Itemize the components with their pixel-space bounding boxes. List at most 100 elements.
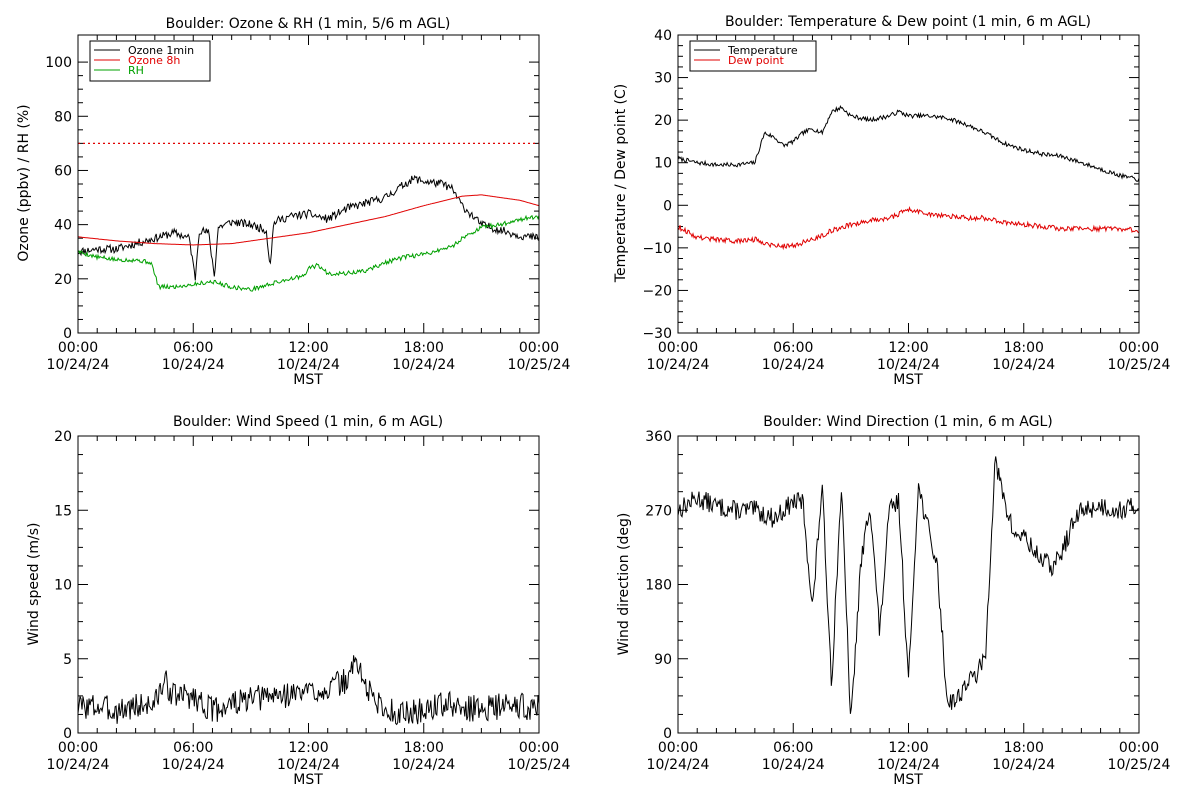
- ozone-ytick-label: 40: [54, 218, 72, 234]
- ozone-xtick-time: 18:00: [404, 340, 444, 356]
- ozone-xtick-date: 10/25/24: [508, 357, 571, 373]
- wspd-xtick-time: 18:00: [404, 740, 444, 756]
- temp-series-0: [678, 105, 1139, 182]
- ozone-ytick-label: 80: [54, 109, 72, 125]
- temp-xtick-time: 00:00: [658, 340, 698, 356]
- wspd-x-axis-label: MST: [293, 772, 323, 788]
- wdir-xtick-time: 00:00: [658, 740, 698, 756]
- wspd-ytick-label: 20: [54, 429, 72, 445]
- wspd-xtick-time: 12:00: [288, 740, 328, 756]
- temp-ytick-label: 30: [654, 71, 672, 87]
- ozone-xtick-date: 10/24/24: [162, 357, 225, 373]
- wdir-ytick-label: 360: [645, 429, 672, 445]
- wspd-series-0: [78, 655, 539, 726]
- ozone-legend-label: Ozone 1min: [128, 44, 194, 57]
- temp-legend-label: Dew point: [728, 54, 784, 67]
- ozone-plot-frame: [77, 34, 540, 334]
- wspd-xtick-date: 10/25/24: [508, 757, 571, 773]
- temp-xtick-date: 10/24/24: [992, 357, 1055, 373]
- wspd-xtick-time: 00:00: [58, 740, 98, 756]
- temp-plot-frame: [677, 34, 1140, 334]
- ozone-y-axis-label: Ozone (ppbv) / RH (%): [16, 104, 32, 261]
- temp-legend-box: [689, 40, 817, 72]
- wind-speed-panel: Boulder: Wind Speed (1 min, 6 m AGL) Win…: [26, 414, 571, 788]
- ozone-xtick-time: 06:00: [173, 340, 213, 356]
- ozone-ytick-label: 60: [54, 163, 72, 179]
- ozone-xtick-date: 10/24/24: [277, 357, 340, 373]
- wdir-ytick-label: 180: [645, 578, 672, 594]
- temp-x-axis-label: MST: [893, 372, 923, 388]
- ozone-chart-title: Boulder: Ozone & RH (1 min, 5/6 m AGL): [166, 16, 451, 32]
- wspd-chart-title: Boulder: Wind Speed (1 min, 6 m AGL): [173, 414, 443, 430]
- temp-y-axis-label: Temperature / Dew point (C): [613, 84, 629, 283]
- wdir-xtick-date: 10/24/24: [647, 757, 710, 773]
- temp-ytick-label: 40: [654, 28, 672, 44]
- ozone-xtick-time: 12:00: [288, 340, 328, 356]
- wspd-xtick-time: 00:00: [519, 740, 559, 756]
- temp-ytick-label: 10: [654, 156, 672, 172]
- wdir-xtick-date: 10/24/24: [992, 757, 1055, 773]
- ozone-ytick-label: 20: [54, 272, 72, 288]
- temp-legend-label: Temperature: [727, 44, 798, 57]
- ozone-legend-label: RH: [128, 64, 144, 77]
- wspd-ytick-label: 15: [54, 503, 72, 519]
- ozone-legend-box: [89, 40, 211, 82]
- ozone-series-0: [78, 174, 539, 281]
- ozone-xtick-date: 10/24/24: [47, 357, 110, 373]
- temp-chart-title: Boulder: Temperature & Dew point (1 min,…: [725, 14, 1091, 30]
- ozone-x-axis-label: MST: [293, 372, 323, 388]
- wdir-ytick-label: 270: [645, 503, 672, 519]
- temp-series-1: [678, 206, 1139, 251]
- wdir-xtick-date: 10/24/24: [877, 757, 940, 773]
- ozone-xtick-date: 10/24/24: [392, 357, 455, 373]
- wspd-xtick-date: 10/24/24: [392, 757, 455, 773]
- temperature-dewpoint-panel: Boulder: Temperature & Dew point (1 min,…: [613, 14, 1171, 388]
- temp-ytick-label: −20: [642, 283, 672, 299]
- wspd-plot-frame: [77, 435, 540, 734]
- ozone-ytick-label: 0: [63, 326, 72, 342]
- temp-ytick-label: 0: [663, 198, 672, 214]
- wdir-chart-title: Boulder: Wind Direction (1 min, 6 m AGL): [763, 414, 1052, 430]
- temp-xtick-date: 10/25/24: [1108, 357, 1171, 373]
- temp-xtick-time: 06:00: [773, 340, 813, 356]
- wdir-plot-frame: [677, 435, 1140, 734]
- wdir-xtick-time: 00:00: [1119, 740, 1159, 756]
- wdir-xtick-date: 10/25/24: [1108, 757, 1171, 773]
- wspd-ytick-label: 5: [63, 652, 72, 668]
- ozone-ytick-label: 100: [45, 55, 72, 71]
- wspd-ytick-label: 10: [54, 578, 72, 594]
- wdir-ytick-label: 90: [654, 652, 672, 668]
- wspd-xtick-date: 10/24/24: [47, 757, 110, 773]
- wspd-y-axis-label: Wind speed (m/s): [26, 523, 42, 646]
- wind-direction-panel: Boulder: Wind Direction (1 min, 6 m AGL)…: [616, 414, 1171, 788]
- temp-xtick-time: 00:00: [1119, 340, 1159, 356]
- wspd-xtick-date: 10/24/24: [162, 757, 225, 773]
- wspd-xtick-time: 06:00: [173, 740, 213, 756]
- temp-ytick-label: −30: [642, 326, 672, 342]
- wspd-ytick-label: 0: [63, 726, 72, 742]
- ozone-series-1: [78, 194, 539, 246]
- temp-xtick-date: 10/24/24: [647, 357, 710, 373]
- wdir-series-0: [678, 456, 1139, 714]
- temp-xtick-time: 18:00: [1004, 340, 1044, 356]
- temp-xtick-date: 10/24/24: [877, 357, 940, 373]
- temp-ytick-label: −10: [642, 241, 672, 257]
- wspd-xtick-date: 10/24/24: [277, 757, 340, 773]
- temp-xtick-date: 10/24/24: [762, 357, 825, 373]
- wdir-xtick-time: 18:00: [1004, 740, 1044, 756]
- temp-xtick-time: 12:00: [888, 340, 928, 356]
- wdir-y-axis-label: Wind direction (deg): [616, 513, 632, 656]
- wdir-xtick-time: 06:00: [773, 740, 813, 756]
- wdir-xtick-date: 10/24/24: [762, 757, 825, 773]
- ozone-xtick-time: 00:00: [519, 340, 559, 356]
- ozone-legend-label: Ozone 8h: [128, 54, 180, 67]
- ozone-rh-panel: Boulder: Ozone & RH (1 min, 5/6 m AGL) O…: [16, 16, 571, 388]
- wdir-x-axis-label: MST: [893, 772, 923, 788]
- ozone-series-2: [78, 214, 539, 292]
- temp-ytick-label: 20: [654, 113, 672, 129]
- wdir-xtick-time: 12:00: [888, 740, 928, 756]
- ozone-xtick-time: 00:00: [58, 340, 98, 356]
